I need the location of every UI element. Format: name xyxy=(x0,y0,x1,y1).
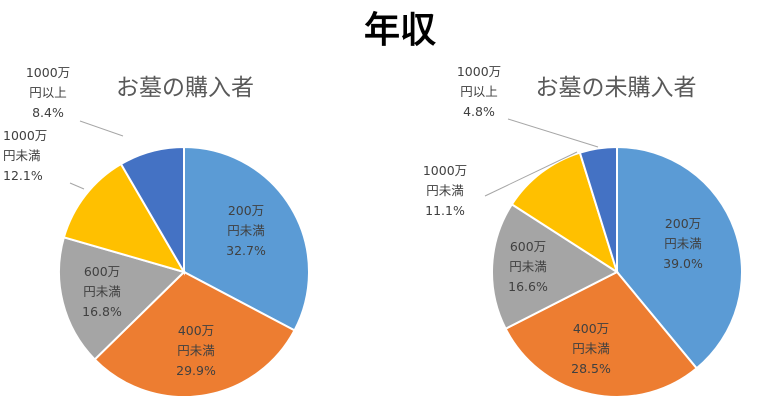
pie-title: お墓の購入者 xyxy=(116,75,254,101)
pie-slice-under-2m xyxy=(183,145,310,332)
leader-line xyxy=(484,151,578,197)
main-title: 年収 xyxy=(364,10,436,51)
pie-slice-under-6m xyxy=(58,236,186,361)
data-label-under-6m: 600万円未満 16.8% xyxy=(82,264,122,319)
data-label-under-2m: 200万円未満 32.7% xyxy=(226,203,266,258)
pie-slice-under-10m xyxy=(510,151,619,275)
pie-slice-under-6m xyxy=(491,202,620,331)
data-label-under-10m: 1000万円未満 11.1% xyxy=(423,163,467,218)
pie-chart-purchasers: お墓の購入者 200万円未満 32.7% 400万円未満 29.9% 600万円未満 16… xyxy=(3,65,310,398)
leader-line xyxy=(69,182,85,190)
data-label-under-6m: 600万円未満 16.6% xyxy=(508,239,548,294)
pie-slice-under-4m xyxy=(93,270,296,398)
data-label-under-10m: 1000万円未満 12.1% xyxy=(3,128,47,183)
pie-slice-under-10m xyxy=(62,162,187,274)
data-label-under-2m: 200万円未満 39.0% xyxy=(663,216,703,271)
pie-title: お墓の未購入者 xyxy=(536,75,697,101)
pie-chart-non-purchasers: お墓の未購入者 200万円未満 39.0% 400万円未満 28.5% 600万円未満 1… xyxy=(423,64,743,398)
leader-line xyxy=(507,118,599,148)
data-label-under-4m: 400万円未満 29.9% xyxy=(176,323,216,378)
pie-slice-under-4m xyxy=(504,270,699,398)
data-label-over-10m: 1000万円以上 8.4% xyxy=(26,65,70,120)
pie-slice-over-10m xyxy=(578,145,618,273)
data-label-over-10m: 1000万円以上 4.8% xyxy=(457,64,501,119)
leader-line xyxy=(79,120,124,137)
data-label-under-4m: 400万円未満 28.5% xyxy=(571,321,611,376)
pie-slice-over-10m xyxy=(119,145,185,276)
pie-slice-under-2m xyxy=(616,145,743,370)
